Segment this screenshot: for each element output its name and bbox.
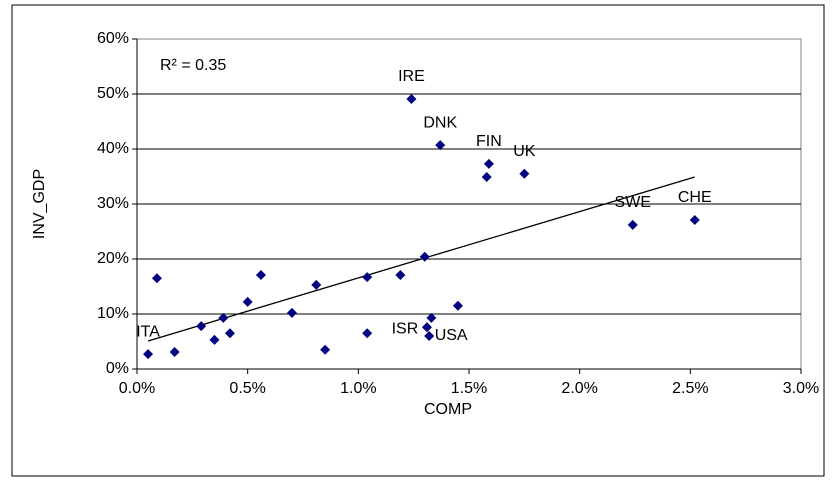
point (419, 251, 430, 262)
point (151, 273, 162, 284)
point (452, 300, 463, 311)
point (689, 214, 700, 225)
point (224, 328, 235, 339)
point (406, 93, 417, 104)
point-label: DNK (423, 114, 457, 131)
y-tick-label: 20% (97, 250, 129, 267)
y-tick-label: 40% (97, 140, 129, 157)
y-tick-label: 60% (97, 30, 129, 47)
point-label: SWE (615, 194, 651, 211)
point (286, 307, 297, 318)
point (424, 331, 435, 341)
point (242, 296, 253, 307)
trendline (147, 176, 695, 342)
x-tick-label: 2.5% (672, 380, 708, 397)
x-tick-label: 2.0% (561, 380, 597, 397)
point (209, 334, 220, 345)
y-tick-label: 30% (97, 195, 129, 212)
annotation: R² = 0.35 (160, 57, 226, 74)
x-tick-label: 3.0% (783, 380, 819, 397)
y-tick-label: 0% (106, 360, 129, 377)
point (426, 312, 437, 323)
y-axis-title: INV_GDP (31, 169, 48, 239)
point (196, 321, 207, 332)
y-tick-label: 10% (97, 305, 129, 322)
point (435, 140, 446, 151)
point-label: ITA (136, 323, 160, 340)
point-label: UK (513, 143, 536, 160)
x-tick-label: 1.5% (451, 380, 487, 397)
point-label: CHE (678, 189, 712, 206)
point (421, 322, 432, 333)
point (395, 269, 406, 280)
point (627, 219, 638, 230)
point (519, 168, 530, 179)
point (143, 349, 154, 360)
x-axis-title: COMP (424, 401, 472, 418)
point-label: USA (435, 327, 468, 344)
point (218, 312, 229, 323)
y-tick-label: 50% (97, 85, 129, 102)
x-tick-label: 0.5% (229, 380, 265, 397)
x-tick-label: 1.0% (340, 380, 376, 397)
point (311, 279, 322, 290)
point (169, 346, 180, 357)
point (362, 272, 373, 283)
point (483, 158, 494, 169)
point (320, 344, 331, 355)
point-label: FIN (476, 133, 502, 150)
point (362, 328, 373, 339)
point (255, 269, 266, 280)
point-label: IRE (398, 68, 425, 85)
point (481, 172, 492, 183)
x-tick-label: 0.0% (119, 380, 155, 397)
point-label: ISR (392, 320, 419, 337)
